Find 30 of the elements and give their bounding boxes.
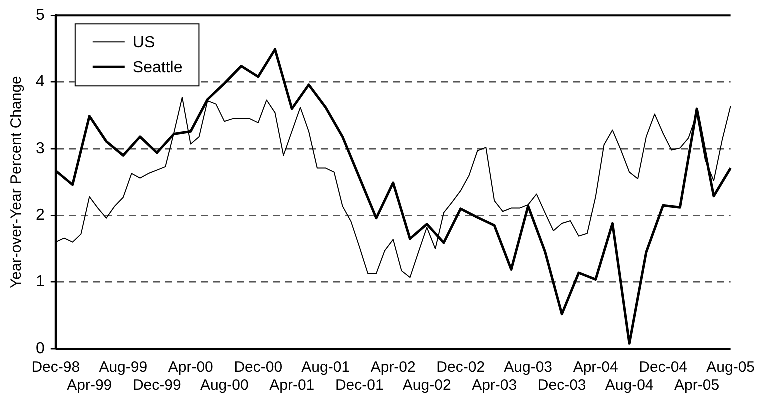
- y-tick-label: 3: [36, 140, 45, 158]
- y-tick-label: 2: [36, 207, 45, 224]
- x-tick-label: Dec-98: [32, 359, 80, 376]
- x-tick-label: Dec-01: [335, 377, 384, 394]
- y-axis-title: Year-over-Year Percent Change: [8, 76, 26, 288]
- x-tick-label: Dec-99: [132, 377, 182, 394]
- x-tick-label: Apr-99: [67, 377, 112, 394]
- x-tick-label: Apr-00: [168, 359, 214, 376]
- x-tick-label: Dec-02: [436, 359, 486, 376]
- x-tick-label: Aug-01: [302, 359, 350, 376]
- y-tick-label: 0: [36, 340, 45, 358]
- x-tick-label: Aug-03: [504, 359, 553, 376]
- x-tick-label: Aug-02: [402, 377, 452, 394]
- x-tick-label: Aug-00: [200, 377, 249, 394]
- x-tick-label: Dec-00: [234, 359, 283, 376]
- y-tick-label: 5: [36, 7, 45, 24]
- x-tick-label: Apr-01: [270, 377, 315, 394]
- x-tick-label: Dec-03: [538, 377, 586, 394]
- x-tick-label: Aug-99: [99, 359, 148, 376]
- x-tick-label: Aug-04: [605, 377, 654, 394]
- legend-label: Seattle: [132, 60, 183, 77]
- legend-label: US: [132, 34, 156, 52]
- x-tick-label: Dec-04: [639, 359, 688, 376]
- x-tick-label: Aug-05: [706, 359, 756, 376]
- y-tick-label: 1: [36, 274, 45, 291]
- x-tick-label: Apr-04: [573, 359, 618, 376]
- x-tick-label: Apr-02: [370, 359, 416, 376]
- x-tick-label: Apr-03: [472, 377, 518, 394]
- x-tick-label: Apr-05: [674, 377, 720, 394]
- y-tick-label: 4: [36, 74, 45, 91]
